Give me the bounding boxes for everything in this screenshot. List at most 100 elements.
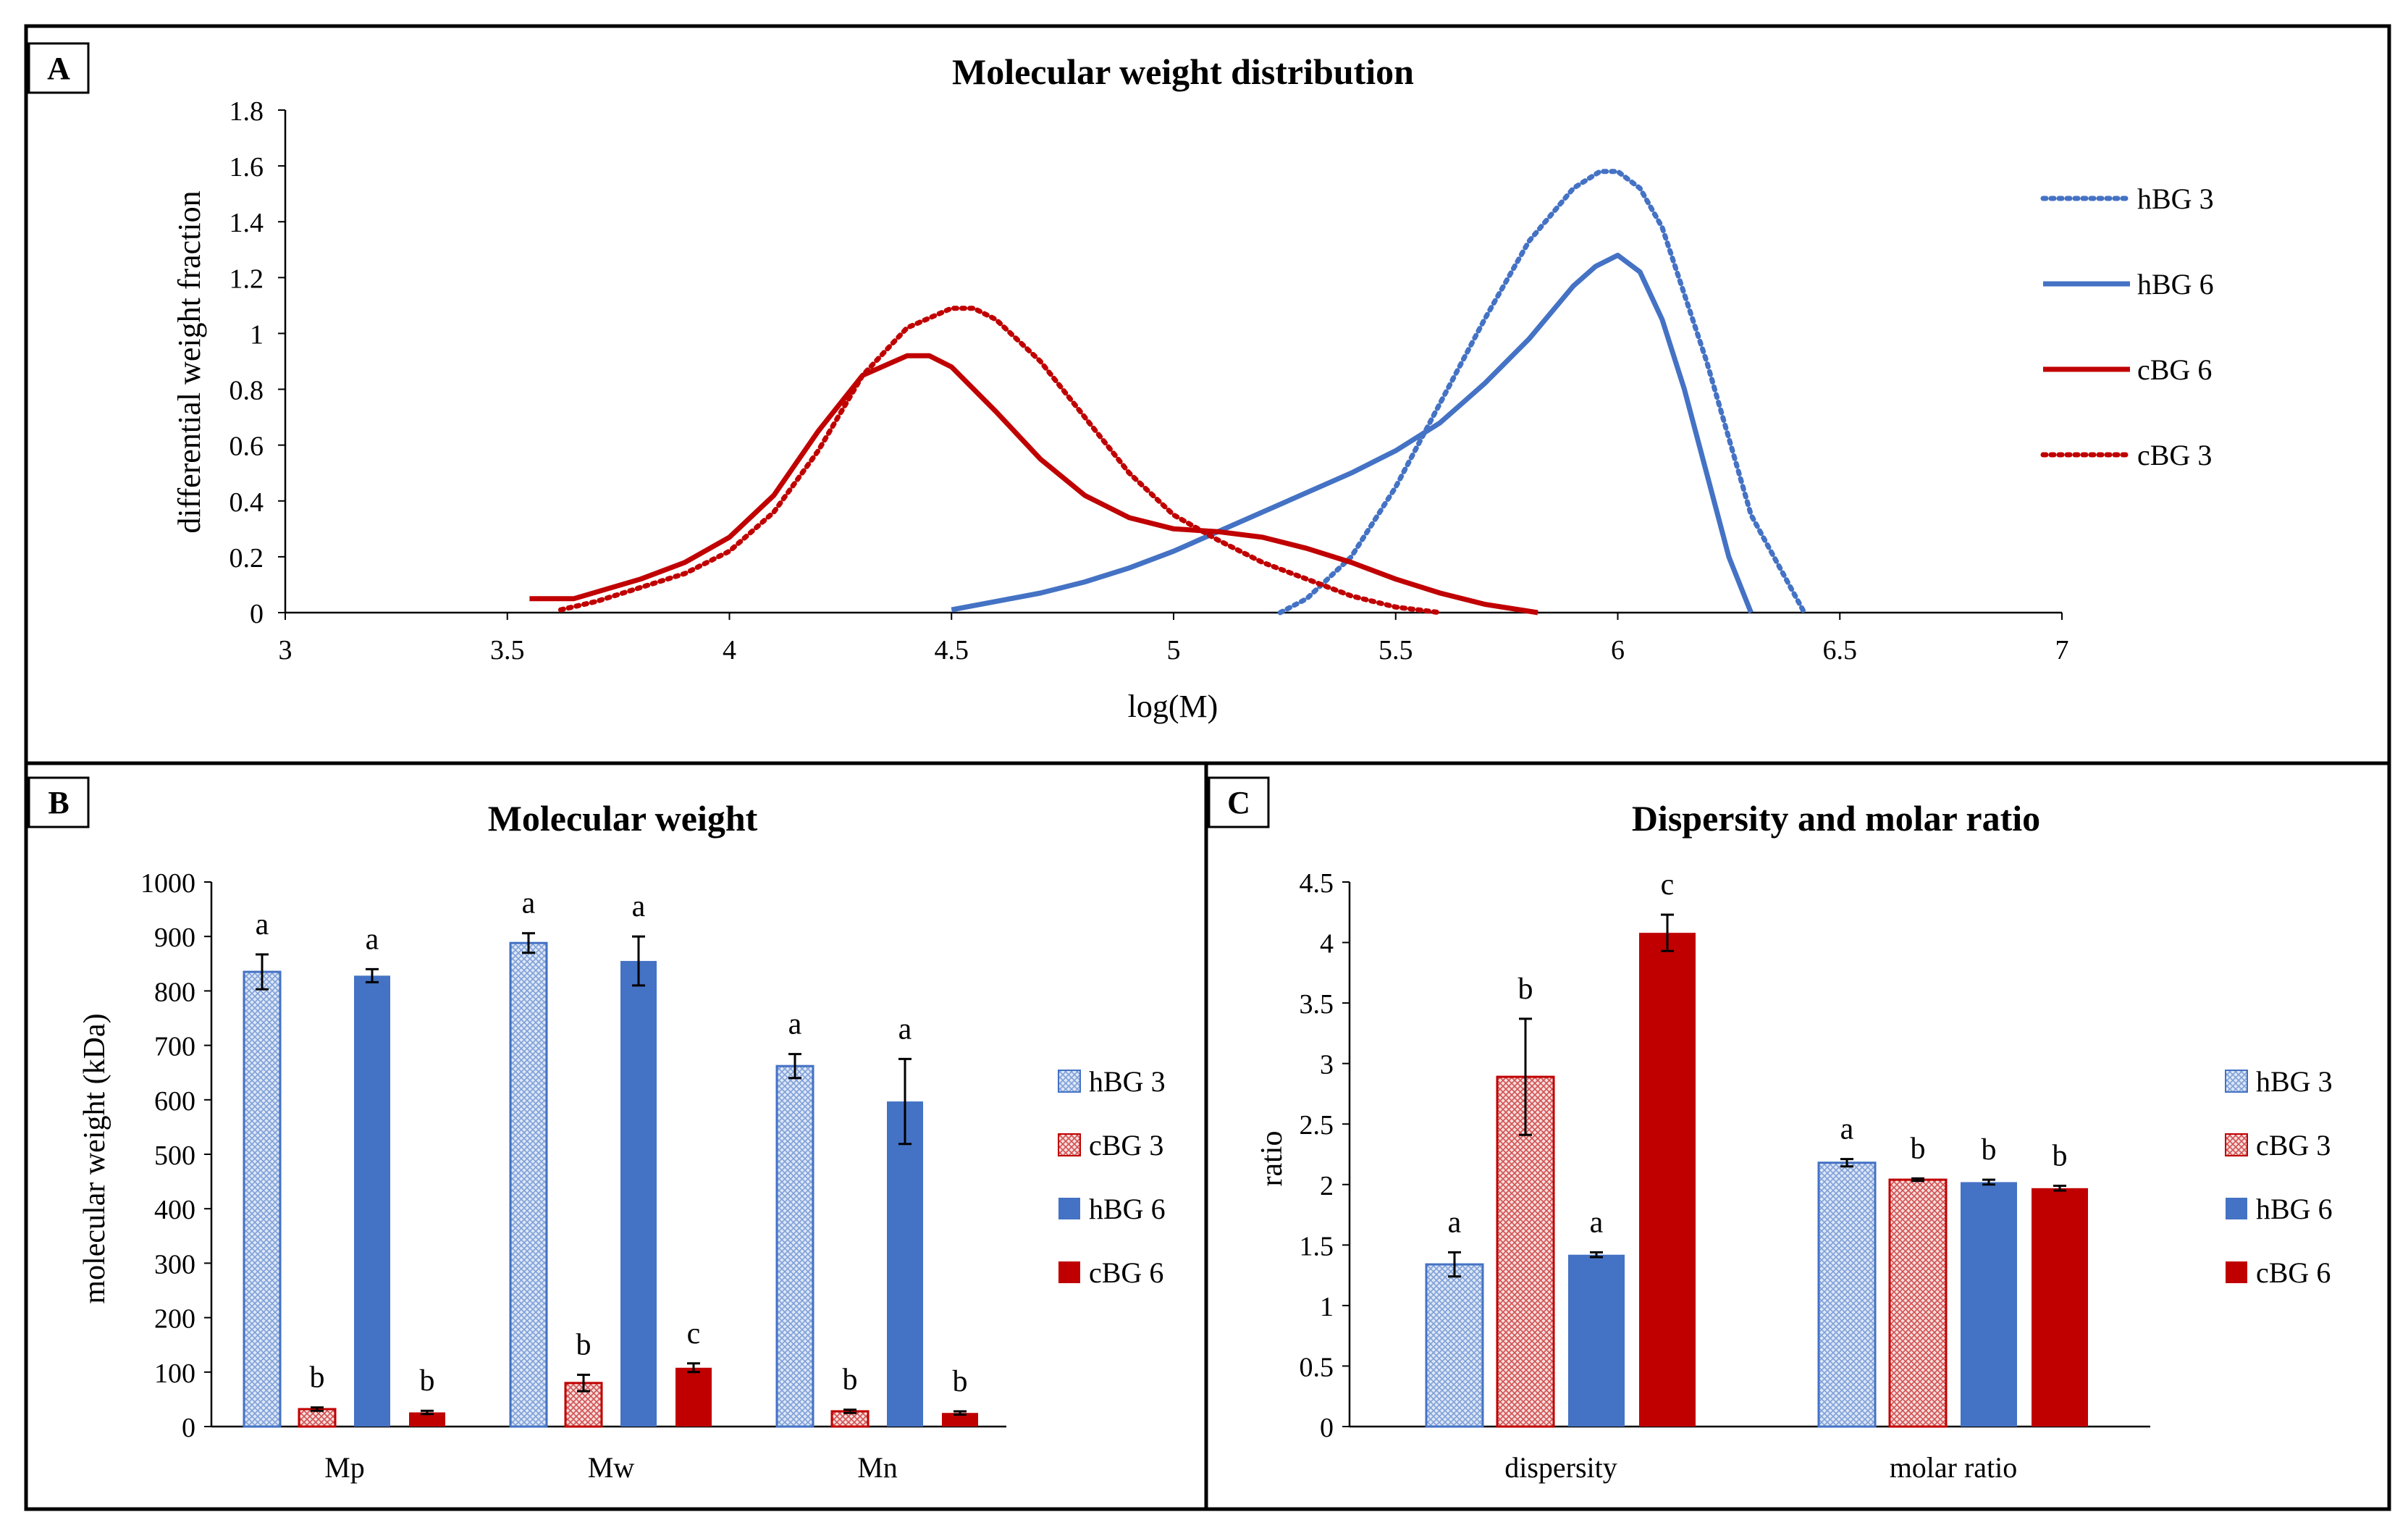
panel-a-x-tick-label: 6.5 <box>1823 635 1858 665</box>
panel-b-significance-letter: b <box>576 1329 592 1362</box>
panel-b-significance-letter: a <box>788 1008 802 1041</box>
panel-b-significance-letter: c <box>687 1317 701 1351</box>
panel-b-significance-letter: a <box>632 890 646 923</box>
panel-b-bar-hbg-6-mp <box>354 975 390 1427</box>
panel-b-legend-swatch-hbg-3 <box>1058 1070 1081 1093</box>
panel-b-legend-swatch-hbg-6 <box>1058 1198 1080 1219</box>
panel-c-y-tick-label: 2 <box>1320 1171 1334 1201</box>
panel-b-y-tick-label: 400 <box>154 1195 195 1225</box>
panel-c-legend-swatch-cbg-3 <box>2225 1133 2248 1156</box>
panel-a-y-tick-label: 1.8 <box>230 96 264 127</box>
panel-a-x-tick-label: 6 <box>1611 635 1625 665</box>
panel-b-bar-hbg-3-mp <box>243 970 282 1428</box>
panel-c-y-tick-label: 4 <box>1320 929 1334 959</box>
panel-a-y-tick-label: 1.6 <box>230 152 264 182</box>
panel-c-y-axis-label: ratio <box>1255 1131 1289 1187</box>
panel-c-y-tick-label: 0.5 <box>1300 1352 1334 1382</box>
panel-b-bar-hbg-3-mw <box>509 941 548 1428</box>
panel-c-bar-hbg-6-molar-ratio <box>1961 1182 2017 1427</box>
panel-c-significance-letter: a <box>1590 1206 1604 1239</box>
panel-b-legend-swatch-cbg-6 <box>1058 1261 1080 1283</box>
panel-c-bar-cbg-6-molar-ratio <box>2032 1188 2088 1427</box>
panel-c-y-tick-label: 3 <box>1320 1050 1334 1080</box>
panel-c-significance-letter: b <box>1518 973 1533 1006</box>
panel-b-bar-cbg-6-mw <box>675 1367 712 1427</box>
panel-b-legend-label-hbg-6: hBG 6 <box>1089 1193 1166 1225</box>
panel-c-legend-swatch-hbg-3 <box>2225 1070 2248 1093</box>
panel-b-category-label-mp: Mp <box>324 1451 365 1484</box>
panel-b-y-tick-label: 1000 <box>140 868 195 899</box>
panel-b-y-tick-label: 900 <box>154 923 195 953</box>
panel-c-bar-cbg-3-molar-ratio <box>1888 1178 1948 1428</box>
panel-c-legend-label-cbg-3: cBG 3 <box>2256 1129 2331 1162</box>
panel-b-bar-cbg-6-mn <box>942 1413 978 1427</box>
panel-b-legend-label-cbg-3: cBG 3 <box>1089 1129 1163 1162</box>
panel-a-series-hbg-6 <box>951 253 1754 614</box>
panel-b-y-tick-label: 500 <box>154 1141 195 1171</box>
panel-a-frame <box>24 24 2391 765</box>
panel-a-y-tick-label: 1.4 <box>230 208 264 238</box>
panel-c-legend-label-hbg-6: hBG 6 <box>2256 1193 2333 1225</box>
panel-a-x-axis-label: log(M) <box>1128 689 1218 724</box>
panel-b-significance-letter: a <box>366 923 379 956</box>
panel-b-legend-label-cbg-6: cBG 6 <box>1089 1256 1163 1289</box>
panel-c-significance-letter: b <box>1982 1133 1997 1167</box>
panel-b-significance-letter: a <box>522 887 536 920</box>
panel-b-y-tick-label: 800 <box>154 977 195 1007</box>
panel-c-y-tick-label: 3.5 <box>1300 989 1334 1020</box>
panel-c-legend-label-hbg-3: hBG 3 <box>2256 1065 2333 1098</box>
panel-b-significance-letter: a <box>256 908 269 941</box>
panel-a-x-tick-label: 3 <box>279 635 292 665</box>
panel-c-significance-letter: b <box>1911 1132 1926 1165</box>
panel-b-significance-letter: b <box>843 1364 858 1397</box>
panel-c-plot: 0 0.5 1 1.5 2 2.5 3 3.5 4 4.5 dispersity molar rati… <box>1300 868 2333 1484</box>
panel-c-frame <box>1204 761 2391 1511</box>
panel-b-bar-hbg-6-mn <box>887 1101 923 1427</box>
panel-a-x-tick-label: 4 <box>723 635 736 665</box>
panel-c-y-tick-label: 0 <box>1320 1413 1334 1443</box>
panel-c-significance-letter: a <box>1448 1206 1462 1239</box>
panel-b-y-tick-label: 0 <box>182 1413 195 1443</box>
panel-a-y-tick-label: 1 <box>250 319 264 350</box>
panel-b-letter-box <box>28 776 90 828</box>
panel-b-title: Molecular weight <box>488 798 758 839</box>
panel-a-legend-label-hbg-3: hBG 3 <box>2137 182 2214 215</box>
panel-b-bar-cbg-6-mp <box>409 1412 445 1427</box>
panel-b-category-label-mw: Mw <box>588 1451 635 1484</box>
panel-b-y-tick-label: 100 <box>154 1358 195 1389</box>
panel-a-y-axis-label: differential weight fraction <box>172 190 207 533</box>
panel-b-significance-letter: a <box>898 1012 912 1046</box>
panel-c-bar-hbg-6-dispersity <box>1568 1254 1625 1427</box>
panel-a-x-tick-label: 4.5 <box>935 635 969 665</box>
panel-b-letter: B <box>48 785 69 820</box>
panel-b-y-tick-label: 200 <box>154 1304 195 1335</box>
panel-a-legend-label-cbg-6: cBG 6 <box>2137 353 2212 386</box>
panel-a-legend-label-cbg-3: cBG 3 <box>2137 439 2212 471</box>
panel-c-y-tick-label: 4.5 <box>1300 868 1334 899</box>
panel-b-bar-cbg-3-mp <box>298 1408 337 1428</box>
panel-b-y-tick-label: 600 <box>154 1086 195 1117</box>
panel-c-letter: C <box>1227 785 1250 820</box>
panel-a-y-tick-label: 0.6 <box>230 432 264 462</box>
panel-a-x-tick-label: 3.5 <box>490 635 525 665</box>
panel-c-y-tick-label: 1 <box>1320 1292 1334 1322</box>
panel-c-legend-swatch-cbg-6 <box>2226 1261 2247 1283</box>
panel-c-y-tick-label: 2.5 <box>1300 1110 1334 1141</box>
panel-b-significance-letter: b <box>420 1364 435 1398</box>
panel-a-y-tick-label: 0 <box>250 599 264 629</box>
panel-c-legend-swatch-hbg-6 <box>2226 1198 2247 1219</box>
panel-b-y-tick-label: 300 <box>154 1249 195 1280</box>
panel-c-bar-hbg-3-molar-ratio <box>1817 1162 1877 1428</box>
panel-a-letter: A <box>47 51 70 86</box>
panel-b-legend-label-hbg-3: hBG 3 <box>1089 1065 1166 1098</box>
panel-b-legend-swatch-cbg-3 <box>1058 1133 1081 1156</box>
panel-b-significance-letter: b <box>953 1365 968 1398</box>
panel-a-x-tick-label: 7 <box>2055 635 2069 665</box>
panel-a-series-cbg-6 <box>529 353 1538 616</box>
panel-a-y-tick-label: 0.8 <box>230 376 264 406</box>
panel-b-category-label-mn: Mn <box>857 1451 898 1484</box>
panel-c-letter-box <box>1208 776 1270 828</box>
panel-b-bar-hbg-3-mn <box>775 1064 814 1428</box>
panel-c-category-label-dispersity: dispersity <box>1504 1451 1617 1484</box>
